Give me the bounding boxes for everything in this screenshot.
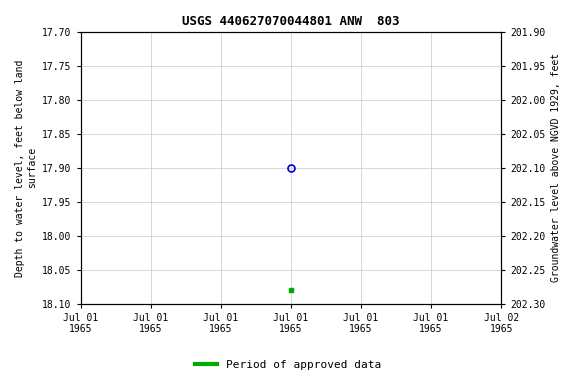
- Y-axis label: Depth to water level, feet below land
surface: Depth to water level, feet below land su…: [15, 59, 37, 276]
- Y-axis label: Groundwater level above NGVD 1929, feet: Groundwater level above NGVD 1929, feet: [551, 53, 561, 283]
- Legend: Period of approved data: Period of approved data: [191, 356, 385, 375]
- Title: USGS 440627070044801 ANW  803: USGS 440627070044801 ANW 803: [182, 15, 400, 28]
